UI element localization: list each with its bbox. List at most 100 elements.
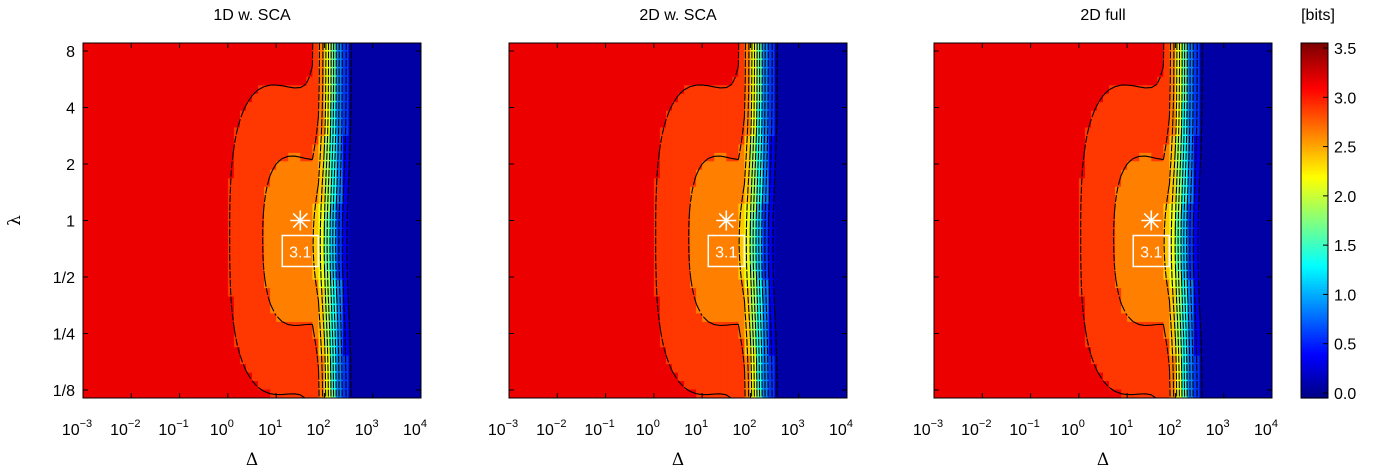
heatmap-cell <box>408 203 416 213</box>
heatmap-cell <box>738 203 745 213</box>
heatmap-cell <box>774 161 782 171</box>
heatmap-cell <box>191 288 199 298</box>
heatmap-cell <box>780 178 788 188</box>
heatmap-cell <box>318 381 326 391</box>
heatmap-cell <box>384 338 392 348</box>
heatmap-cell <box>738 144 745 154</box>
heatmap-cell <box>762 212 770 222</box>
heatmap-cell <box>149 127 157 137</box>
peak-label: 3.1 <box>289 245 311 262</box>
heatmap-cell <box>366 237 374 247</box>
heatmap-cell <box>822 195 830 205</box>
heatmap-cell <box>617 271 625 281</box>
heatmap-cell <box>161 237 169 247</box>
heatmap-cell <box>798 76 806 86</box>
heatmap-cell <box>306 305 313 315</box>
heatmap-cell <box>330 152 338 162</box>
plot-area <box>509 43 847 398</box>
heatmap-cell <box>617 364 625 374</box>
heatmap-cell <box>185 195 193 205</box>
heatmap-cell <box>756 144 764 154</box>
heatmap-cell <box>629 271 637 281</box>
heatmap-cell <box>221 169 229 179</box>
heatmap-cell <box>659 161 667 171</box>
heatmap-cell <box>300 279 307 289</box>
heatmap-cell <box>792 102 800 112</box>
heatmap-cell <box>1030 51 1038 61</box>
heatmap-cell <box>336 237 344 247</box>
heatmap-cell <box>593 220 601 230</box>
heatmap-cell <box>599 245 607 255</box>
heatmap-cell <box>786 296 794 306</box>
heatmap-cell <box>551 85 558 95</box>
heatmap-cell <box>611 59 619 69</box>
heatmap-cell <box>587 321 595 331</box>
heatmap-cell <box>245 313 253 323</box>
heatmap-cell <box>372 135 380 146</box>
heatmap-cell <box>623 59 631 69</box>
heatmap-cell <box>708 228 715 238</box>
heatmap-cell <box>744 381 752 391</box>
heatmap-cell <box>215 85 223 95</box>
heatmap-cell <box>270 178 277 188</box>
heatmap-cell <box>179 119 187 129</box>
heatmap-cell <box>982 43 989 53</box>
heatmap-cell <box>167 186 175 196</box>
heatmap-cell <box>336 212 344 222</box>
heatmap-cell <box>185 161 193 171</box>
heatmap-cell <box>173 195 181 205</box>
heatmap-cell <box>227 135 235 146</box>
heatmap-cell <box>161 364 169 374</box>
heatmap-cell <box>191 228 199 238</box>
heatmap-cell <box>533 110 540 120</box>
heatmap-cell <box>762 119 770 129</box>
heatmap-cell <box>617 203 625 213</box>
heatmap-cell <box>696 144 703 154</box>
heatmap-cell <box>617 220 625 230</box>
heatmap-cell <box>402 169 410 179</box>
heatmap-cell <box>354 144 362 154</box>
heatmap-cell <box>798 178 806 188</box>
heatmap-cell <box>539 59 546 69</box>
heatmap-cell <box>617 321 625 331</box>
heatmap-cell <box>95 330 102 340</box>
heatmap-cell <box>360 288 368 298</box>
heatmap-cell <box>324 178 332 188</box>
heatmap-cell <box>366 203 374 213</box>
heatmap-cell <box>179 195 187 205</box>
heatmap-cell <box>521 305 528 315</box>
heatmap-cell <box>551 262 558 272</box>
heatmap-cell <box>282 144 289 154</box>
heatmap-cell <box>822 389 830 398</box>
heatmap-cell <box>348 372 356 382</box>
heatmap-cell <box>551 102 558 112</box>
heatmap-cell <box>605 51 613 61</box>
heatmap-cell <box>762 262 770 272</box>
heatmap-cell <box>336 305 344 315</box>
heatmap-cell <box>732 220 739 230</box>
heatmap-cell <box>539 245 546 255</box>
heatmap-cell <box>696 279 703 289</box>
heatmap-cell <box>834 51 842 61</box>
heatmap-cell <box>179 144 187 154</box>
heatmap-cell <box>167 110 175 120</box>
heatmap-cell <box>792 152 800 162</box>
heatmap-cell <box>834 127 842 137</box>
heatmap-cell <box>149 364 157 374</box>
heatmap-cell <box>264 178 271 188</box>
heatmap-cell <box>366 68 374 78</box>
heatmap-cell <box>360 85 368 95</box>
heatmap-cell <box>89 127 96 137</box>
heatmap-cell <box>732 51 739 61</box>
heatmap-cell <box>203 338 211 348</box>
heatmap-cell <box>726 102 733 112</box>
heatmap-cell <box>671 220 679 230</box>
heatmap-cell <box>384 203 392 213</box>
heatmap-cell <box>312 271 319 281</box>
heatmap-cell <box>816 195 824 205</box>
heatmap-cell <box>750 144 758 154</box>
heatmap-cell <box>288 212 295 222</box>
heatmap-cell <box>161 102 169 112</box>
heatmap-cell <box>372 254 380 264</box>
heatmap-cell <box>203 313 211 323</box>
